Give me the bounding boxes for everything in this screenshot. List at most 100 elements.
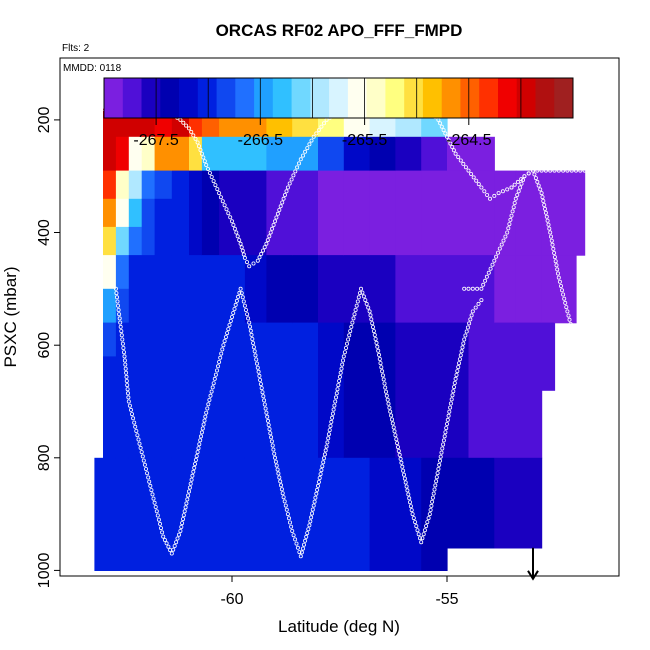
flight-point	[180, 517, 185, 522]
flight-point	[347, 333, 352, 338]
flight-point	[466, 286, 471, 291]
flight-point	[424, 524, 429, 529]
flight-point	[460, 345, 465, 350]
field-cell	[395, 255, 422, 324]
flight-point	[479, 298, 484, 303]
flight-point	[265, 414, 270, 419]
flight-point	[442, 434, 447, 439]
flight-point	[456, 155, 461, 160]
flight-point	[392, 429, 397, 434]
flight-point	[458, 353, 463, 358]
flight-point	[572, 338, 577, 343]
flight-point	[201, 155, 206, 160]
flight-point	[138, 445, 143, 450]
flight-point	[207, 170, 212, 175]
flight-point	[166, 544, 171, 549]
flight-point	[326, 432, 331, 437]
flight-point	[401, 468, 406, 473]
flight-point	[264, 410, 269, 415]
flight-point	[137, 441, 142, 446]
flight-point	[374, 340, 379, 345]
flight-point	[124, 370, 129, 375]
field-cell	[554, 255, 577, 324]
flight-point	[469, 313, 474, 318]
y-tick-label: 200	[36, 106, 53, 133]
flight-point	[582, 388, 587, 393]
field-cell	[141, 255, 156, 459]
flight-point	[468, 317, 473, 322]
flight-point	[509, 213, 514, 218]
flight-point	[556, 271, 561, 276]
flight-point	[232, 226, 237, 231]
flight-point	[371, 329, 376, 334]
flight-point	[575, 355, 580, 360]
field-cell	[292, 170, 319, 256]
flight-point	[120, 337, 125, 342]
flight-point	[228, 215, 233, 220]
flight-point	[370, 321, 375, 326]
flight-point	[372, 332, 377, 337]
flight-point	[129, 412, 134, 417]
flight-point	[526, 171, 531, 176]
flight-point	[280, 200, 285, 205]
flight-point	[131, 416, 136, 421]
flight-point	[357, 291, 362, 296]
field-cell	[343, 170, 371, 256]
flight-point	[247, 264, 252, 269]
flight-point	[582, 168, 587, 173]
flight-point	[237, 290, 242, 295]
flight-point	[261, 394, 266, 399]
flight-point	[259, 386, 264, 391]
flight-point	[272, 219, 277, 224]
flight-point	[479, 286, 484, 291]
flight-point	[505, 187, 510, 192]
flight-point	[448, 405, 453, 410]
flight-point	[396, 448, 401, 453]
flight-point	[200, 426, 205, 431]
flight-point	[348, 329, 353, 334]
flight-point	[541, 198, 546, 203]
field-cell	[369, 457, 396, 571]
flight-point	[205, 406, 210, 411]
flight-point	[444, 421, 449, 426]
flight-point	[291, 173, 296, 178]
flight-point	[242, 303, 247, 308]
flight-point	[462, 286, 467, 291]
field-cell	[266, 457, 293, 571]
flight-point	[198, 438, 203, 443]
colorbar-swatch	[535, 78, 555, 118]
field-cell	[266, 322, 293, 459]
flight-point	[211, 179, 216, 184]
x-axis: -60 -55	[220, 576, 459, 608]
flight-point	[113, 286, 118, 291]
colorbar-swatch	[460, 78, 480, 118]
flight-point	[247, 324, 252, 329]
flight-point	[429, 503, 434, 508]
field-cell	[447, 457, 470, 549]
field-cell	[141, 170, 156, 200]
flight-point	[334, 391, 339, 396]
field-cell	[94, 457, 104, 571]
flight-point	[303, 149, 308, 154]
flight-point	[490, 262, 495, 267]
flight-point	[195, 450, 200, 455]
flight-point	[289, 177, 294, 182]
field-cell	[541, 170, 556, 256]
field-cell	[171, 170, 190, 256]
flight-point	[552, 250, 557, 255]
flight-point	[556, 168, 561, 173]
flight-point	[346, 337, 351, 342]
flight-point	[256, 369, 261, 374]
flight-point	[184, 501, 189, 506]
flight-point	[332, 403, 337, 408]
flight-point	[125, 383, 130, 388]
flight-point	[186, 126, 191, 131]
field-cell	[292, 255, 319, 324]
flight-point	[333, 399, 338, 404]
flight-point	[122, 358, 127, 363]
flight-point	[384, 393, 389, 398]
flight-point	[336, 383, 341, 388]
flight-point	[143, 466, 148, 471]
flight-point	[574, 347, 579, 352]
colorbar-swatch	[329, 78, 349, 118]
